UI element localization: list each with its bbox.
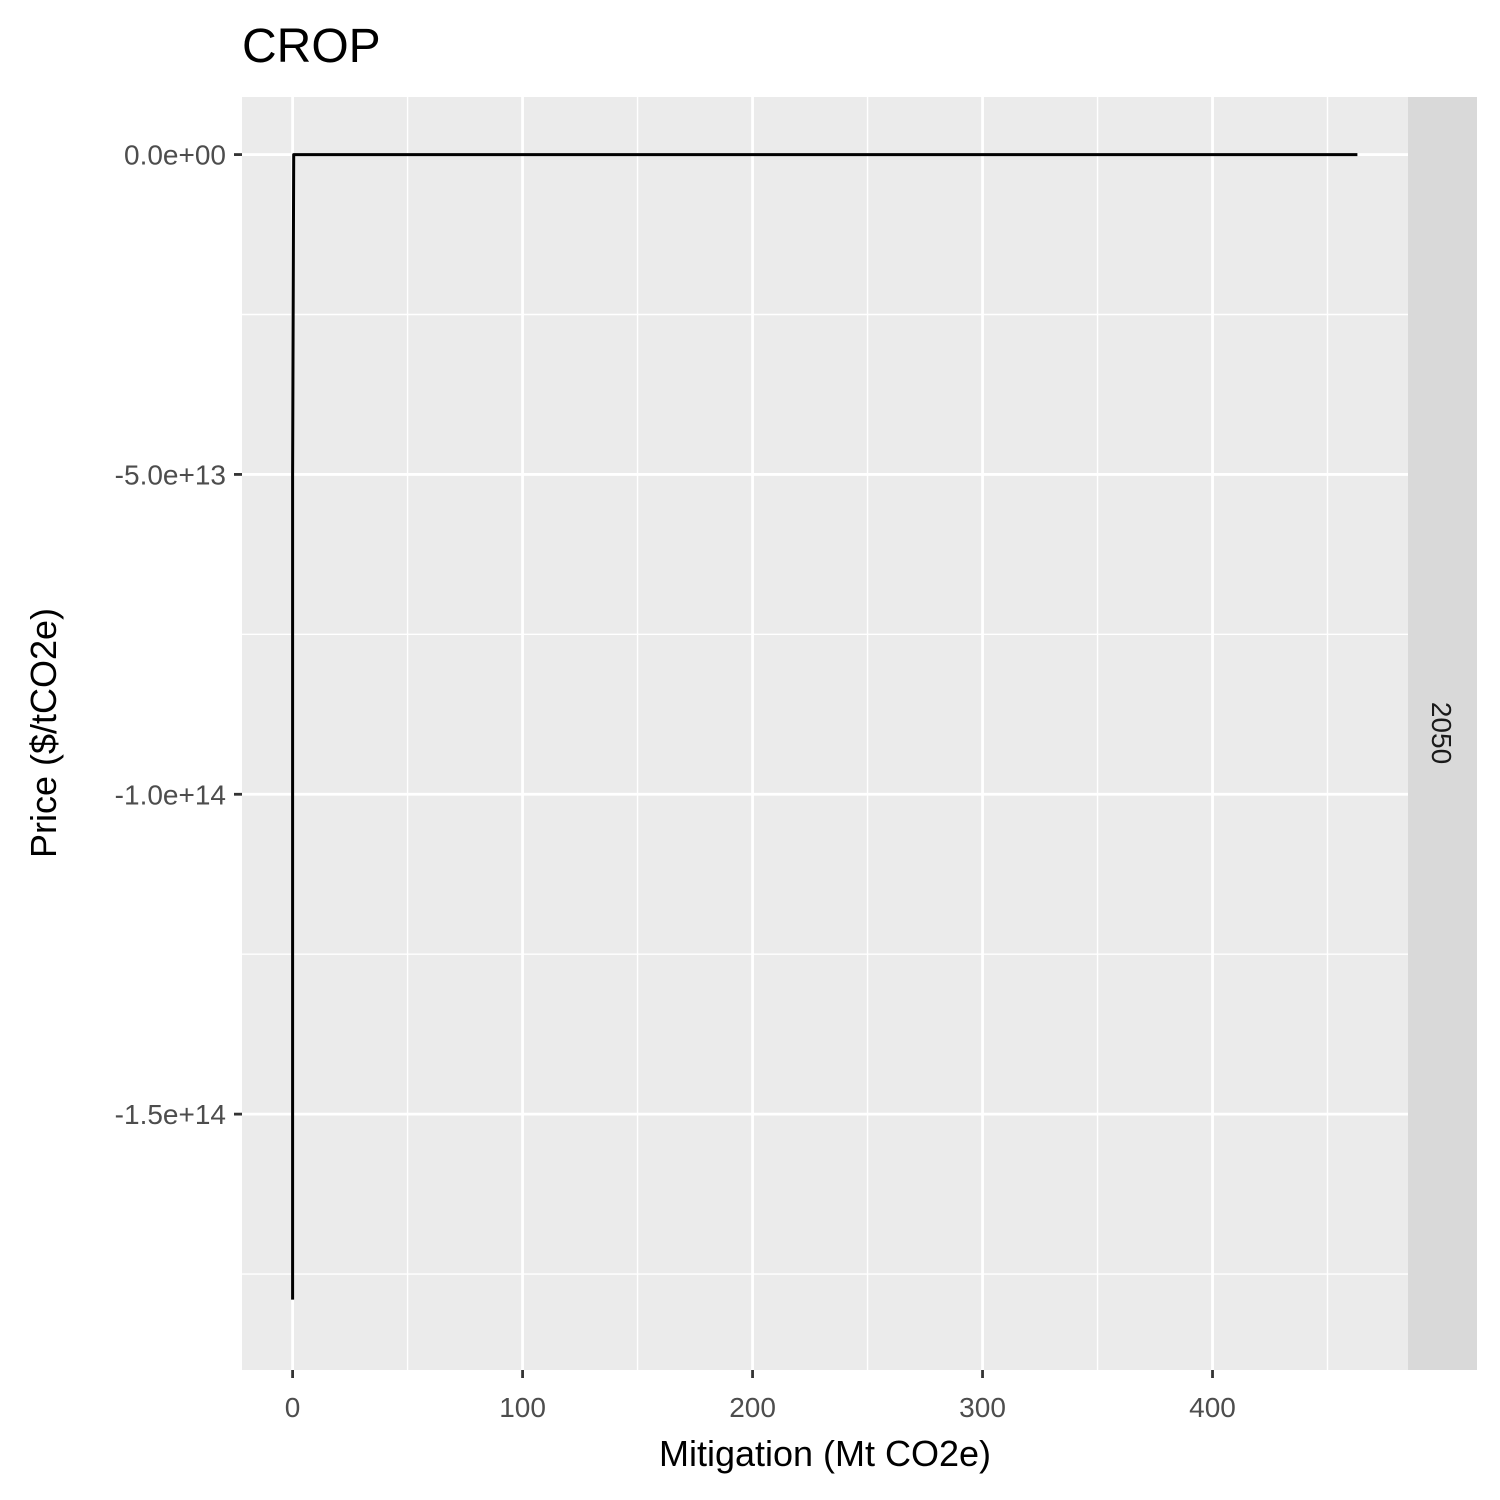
x-tick-label: 0 bbox=[285, 1392, 301, 1423]
y-tick-label: -1.0e+14 bbox=[115, 779, 226, 810]
y-tick-label: -5.0e+13 bbox=[115, 459, 226, 490]
chart-title: CROP bbox=[242, 20, 381, 73]
x-tick-label: 300 bbox=[959, 1392, 1006, 1423]
series-layer bbox=[291, 153, 1358, 1300]
x-tick-label: 200 bbox=[729, 1392, 776, 1423]
x-tick-label: 100 bbox=[499, 1392, 546, 1423]
facet-strip-label: 2050 bbox=[1426, 702, 1457, 764]
x-tick-label: 400 bbox=[1189, 1392, 1236, 1423]
minor-gridlines bbox=[242, 97, 1408, 1370]
series-line bbox=[291, 153, 1358, 1300]
x-axis: 0 100 200 300 400 bbox=[285, 1370, 1236, 1423]
x-axis-title: Mitigation (Mt CO2e) bbox=[659, 1433, 991, 1474]
y-axis-title: Price ($/tCO2e) bbox=[23, 608, 64, 858]
y-tick-label: -1.5e+14 bbox=[115, 1099, 226, 1130]
plot-panel bbox=[242, 97, 1408, 1370]
y-tick-label: 0.0e+00 bbox=[124, 140, 226, 171]
y-axis: 0.0e+00 -5.0e+13 -1.0e+14 -1.5e+14 bbox=[115, 140, 242, 1130]
facet-strip bbox=[1408, 97, 1477, 1370]
